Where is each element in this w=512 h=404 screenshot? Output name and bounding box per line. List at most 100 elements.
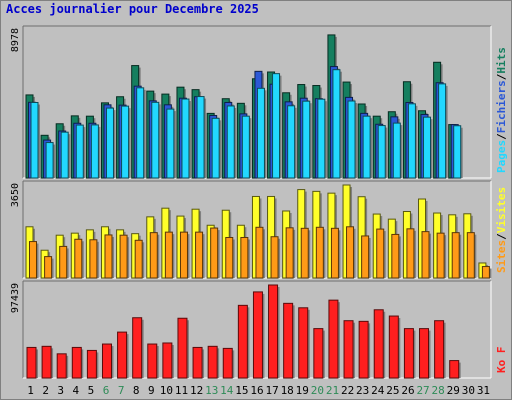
legend-middle-part: Sites bbox=[495, 240, 508, 273]
hits-files-pages-pages-bar-20 bbox=[317, 98, 326, 179]
legend-top-part: Hits bbox=[495, 47, 508, 74]
hits-files-pages-pages-bar-15 bbox=[241, 115, 250, 179]
visits-sites-sites-bar-1 bbox=[29, 241, 37, 279]
kof-ko-f-bar-7 bbox=[117, 331, 128, 379]
hits-files-pages-pages-bar-9 bbox=[151, 101, 160, 179]
day-label-1: 1 bbox=[27, 384, 34, 397]
hits-files-pages-pages-bar-26 bbox=[407, 103, 416, 179]
kof-ko-f-bar-12 bbox=[192, 346, 203, 379]
visits-sites-sites-bar-24 bbox=[376, 228, 385, 279]
kof-ko-f-bar-24 bbox=[373, 309, 384, 379]
day-label-15: 15 bbox=[235, 384, 248, 397]
day-label-20: 20 bbox=[311, 384, 324, 397]
hits-files-pages-pages-bar-7 bbox=[121, 105, 130, 179]
kof-ko-f-bar-1 bbox=[26, 346, 37, 379]
visits-sites-sites-bar-28 bbox=[436, 232, 445, 279]
legend-bottom-part: Ko F bbox=[495, 347, 508, 374]
visits-sites-sites-bar-17 bbox=[270, 236, 279, 279]
kof-ko-f-bar-18 bbox=[283, 302, 294, 379]
day-label-31: 31 bbox=[477, 384, 490, 397]
hits-files-pages-pages-bar-23 bbox=[362, 115, 371, 179]
hits-files-pages-pages-bar-21 bbox=[332, 69, 341, 179]
kof-ko-f-bar-28 bbox=[434, 320, 445, 379]
kof-ko-f-bar-11 bbox=[177, 317, 188, 379]
chart-title: Acces journalier pour Decembre 2025 bbox=[6, 2, 259, 16]
legend-top-part: Pages bbox=[495, 140, 508, 173]
visits-sites-sites-bar-23 bbox=[361, 235, 370, 279]
day-label-8: 8 bbox=[133, 384, 140, 397]
visits-sites-sites-bar-15 bbox=[240, 236, 249, 279]
visits-sites-sites-bar-25 bbox=[391, 233, 400, 279]
day-label-16: 16 bbox=[250, 384, 263, 397]
kof-ko-f-bar-10 bbox=[162, 342, 173, 379]
visits-sites-sites-bar-22 bbox=[346, 226, 355, 279]
day-label-24: 24 bbox=[371, 384, 385, 397]
hits-files-pages-pages-bar-1 bbox=[30, 101, 39, 179]
visits-sites-sites-bar-27 bbox=[421, 231, 430, 279]
visits-sites-sites-bar-21 bbox=[330, 227, 339, 279]
hits-files-pages-pages-bar-2 bbox=[45, 142, 54, 179]
day-label-23: 23 bbox=[356, 384, 369, 397]
day-label-6: 6 bbox=[103, 384, 110, 397]
visits-sites-sites-bar-7 bbox=[119, 234, 128, 279]
visits-sites-sites-bar-3 bbox=[59, 245, 68, 279]
visits-sites-sites-bar-11 bbox=[179, 231, 188, 279]
visits-sites-sites-bar-6 bbox=[104, 234, 113, 279]
day-label-21: 21 bbox=[326, 384, 339, 397]
day-label-17: 17 bbox=[265, 384, 278, 397]
kof-ko-f-bar-23 bbox=[358, 320, 369, 379]
day-label-26: 26 bbox=[401, 384, 414, 397]
kof-ko-f-bar-27 bbox=[419, 328, 430, 379]
visits-sites-sites-bar-26 bbox=[406, 228, 415, 279]
hits-files-pages-pages-bar-25 bbox=[392, 122, 401, 179]
kof-ko-f-bar-17 bbox=[268, 284, 279, 379]
day-label-19: 19 bbox=[296, 384, 309, 397]
hits-files-pages-pages-bar-18 bbox=[287, 105, 296, 179]
day-label-10: 10 bbox=[160, 384, 173, 397]
visits-sites-sites-bar-2 bbox=[44, 256, 53, 279]
day-label-14: 14 bbox=[220, 384, 234, 397]
kof-ko-f-bar-20 bbox=[313, 328, 324, 379]
day-label-3: 3 bbox=[57, 384, 64, 397]
kof-ko-f-bar-2 bbox=[41, 345, 52, 379]
hits-files-pages-pages-bar-4 bbox=[75, 124, 84, 179]
kof-ko-f-bar-4 bbox=[71, 346, 82, 379]
day-label-28: 28 bbox=[432, 384, 445, 397]
visits-sites-sites-bar-5 bbox=[89, 239, 98, 279]
kof-ko-f-bar-22 bbox=[343, 320, 354, 379]
hits-files-pages-pages-bar-13 bbox=[211, 117, 220, 179]
kof-ko-f-bar-21 bbox=[328, 299, 339, 379]
day-label-5: 5 bbox=[88, 384, 95, 397]
visits-sites-sites-bar-18 bbox=[285, 227, 294, 279]
hits-files-pages-pages-bar-28 bbox=[438, 83, 447, 179]
kof-ko-f-bar-6 bbox=[101, 343, 112, 379]
hits-files-pages-pages-bar-11 bbox=[181, 98, 190, 179]
visits-sites-sites-bar-8 bbox=[134, 239, 143, 279]
kof-ko-f-bar-13 bbox=[207, 345, 218, 379]
legend-bottom: Ko F bbox=[495, 347, 508, 374]
day-label-30: 30 bbox=[462, 384, 475, 397]
hits-files-pages-pages-bar-29 bbox=[453, 125, 462, 179]
legend-top: Pages/Fichiers/Hits bbox=[495, 47, 508, 173]
day-label-29: 29 bbox=[447, 384, 460, 397]
hits-files-pages-pages-bar-16 bbox=[256, 87, 265, 179]
legend-top-part: Fichiers bbox=[495, 80, 508, 133]
visits-sites-sites-bar-16 bbox=[255, 226, 264, 279]
visits-sites-sites-bar-4 bbox=[74, 238, 83, 279]
day-label-7: 7 bbox=[118, 384, 125, 397]
visits-sites-sites-bar-13 bbox=[210, 227, 219, 279]
hits-files-pages-pages-bar-8 bbox=[136, 87, 145, 179]
visits-sites-sites-bar-31 bbox=[481, 266, 490, 279]
hits-files-pages-pages-bar-14 bbox=[226, 105, 235, 179]
kof-ko-f-bar-3 bbox=[56, 353, 67, 379]
hits-files-pages-pages-bar-27 bbox=[423, 116, 432, 179]
kof-ko-f-bar-16 bbox=[252, 291, 263, 379]
hits-files-pages-pages-bar-5 bbox=[90, 124, 99, 179]
day-label-25: 25 bbox=[386, 384, 399, 397]
hits-files-pages-pages-bar-6 bbox=[105, 107, 114, 179]
ymax-label-3: 97439 bbox=[10, 283, 21, 313]
visits-sites-sites-bar-14 bbox=[225, 236, 234, 279]
day-label-13: 13 bbox=[205, 384, 218, 397]
